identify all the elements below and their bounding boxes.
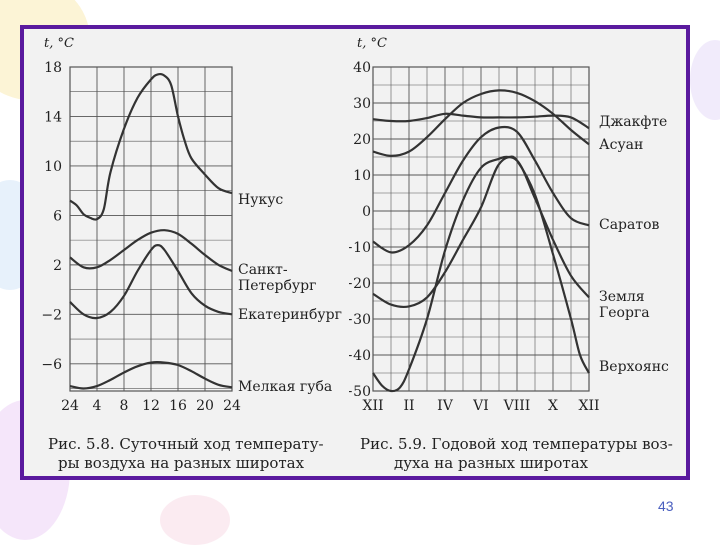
- page-number: 43: [658, 498, 674, 514]
- series-line-1-2: [69, 229, 233, 273]
- x-tick-label: VIII: [503, 398, 531, 414]
- x-tick-label: XII: [362, 398, 383, 414]
- y-tick-label: −50: [349, 384, 371, 400]
- x-tick-label: 8: [120, 398, 129, 414]
- series-line-1-1: [69, 72, 233, 221]
- x-tick-label: 12: [142, 398, 160, 414]
- chart-daily-temperature: t, °C 24 4 8 12 16 20 24 18 14 10 6 2 −2 −6 Нукус Санкт-…: [41, 36, 342, 414]
- caption-line: Рис. 5.9. Годовой ход температуры воз-: [360, 435, 673, 453]
- series-label: Санкт-: [238, 262, 288, 278]
- series-label: Верхоянск: [599, 359, 669, 375]
- x-tick-label: II: [403, 398, 414, 414]
- x-tick-label: 20: [196, 398, 214, 414]
- chart-annual-temperature: t, °C XII II IV VI VIII X XII 40 30 20 10 0 −10 −20 −30…: [349, 36, 669, 414]
- y-tick-label: 10: [353, 168, 371, 184]
- x-tick-label: XII: [578, 398, 599, 414]
- series-label: Земля: [599, 289, 645, 305]
- y-tick-label: −2: [41, 307, 62, 323]
- y-tick-label: −10: [349, 240, 371, 256]
- background-decoration-right: [690, 40, 720, 120]
- y-tick-label: −20: [349, 276, 371, 292]
- x-tick-label: X: [548, 398, 558, 414]
- x-tick-label: 4: [93, 398, 102, 414]
- figure-caption-5-9: Рис. 5.9. Годовой ход температуры воз- д…: [360, 435, 673, 473]
- series-line-1-4: [69, 361, 233, 390]
- y-tick-label: 14: [44, 109, 62, 125]
- caption-line: Рис. 5.8. Суточный ход температу-: [48, 435, 324, 453]
- x-tick-label: 16: [169, 398, 187, 414]
- x-tick-label: VI: [472, 398, 489, 414]
- series-line-2-1: [372, 112, 590, 130]
- series-line-1-3: [69, 243, 233, 320]
- y-tick-label: 18: [44, 60, 62, 76]
- y-tick-label: −30: [349, 312, 371, 328]
- y-tick-label: 2: [53, 258, 62, 274]
- x-tick-label: IV: [437, 398, 454, 414]
- y-tick-label: 0: [362, 204, 371, 220]
- series-label: Джакфте: [599, 114, 667, 130]
- y-axis-label: t, °C: [357, 36, 387, 51]
- caption-line: ры воздуха на разных широтах: [58, 454, 305, 472]
- series-label: Нукус: [238, 192, 283, 208]
- series-label: Екатеринбург: [238, 307, 342, 323]
- series-label: Саратов: [599, 217, 660, 233]
- background-decoration-bottom: [160, 495, 230, 545]
- y-tick-label: −6: [41, 357, 62, 373]
- series-label: Асуан: [599, 137, 643, 153]
- series-line-2-4: [372, 156, 590, 309]
- y-axis-label: t, °C: [44, 36, 74, 51]
- slide-frame: t, °C 24 4 8 12 16 20 24 18 14 10 6 2 −2 −6 Нукус Санкт-…: [20, 25, 690, 480]
- y-tick-label: 30: [353, 96, 371, 112]
- series-label: Георга: [599, 305, 650, 321]
- x-tick-label: 24: [223, 398, 241, 414]
- caption-line: духа на разных широтах: [394, 454, 589, 472]
- y-tick-label: −40: [349, 348, 371, 364]
- series-line-2-3: [372, 125, 590, 254]
- y-tick-label: 40: [353, 60, 371, 76]
- series-label: Петербург: [238, 278, 316, 294]
- series-line-2-5: [372, 155, 590, 393]
- series-line-2-2: [372, 89, 590, 158]
- figure-caption-5-8: Рис. 5.8. Суточный ход температу- ры воз…: [48, 435, 324, 473]
- y-tick-label: 6: [53, 208, 62, 224]
- series-label: Мелкая губа: [238, 379, 332, 395]
- y-tick-label: 20: [353, 132, 371, 148]
- y-tick-label: 10: [44, 159, 62, 175]
- x-tick-label: 24: [61, 398, 79, 414]
